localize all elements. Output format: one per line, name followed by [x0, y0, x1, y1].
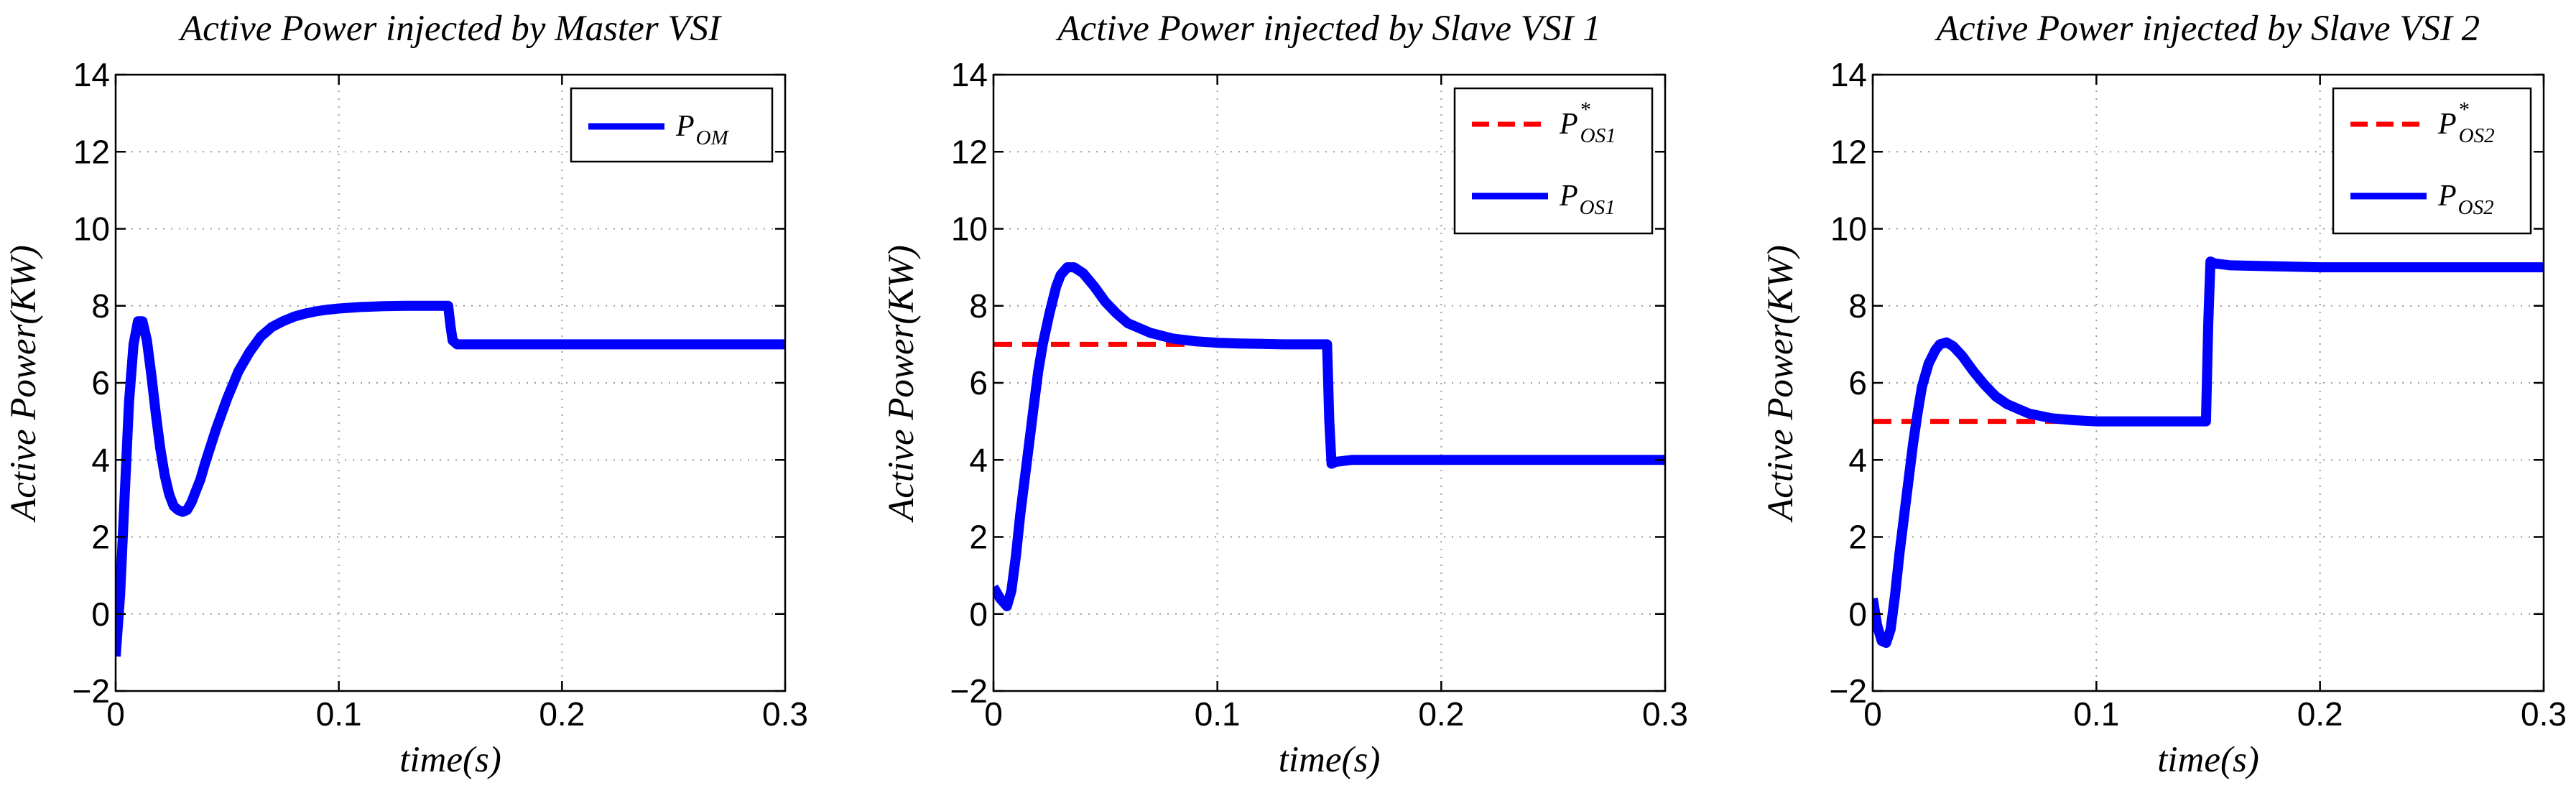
c1-series-p_os1 — [993, 262, 1665, 611]
c2-ytick-label-3: 4 — [1848, 441, 1867, 478]
chart-slave-vsi-2: Active Power injected by Slave VSI 2 0 0.1… — [1761, 9, 2567, 780]
c0-plot-area — [116, 300, 785, 657]
c0-xtick-label-2: 0.2 — [539, 695, 585, 733]
c1-ytick-label-0: −2 — [950, 672, 988, 710]
c0-ytick-label-4: 6 — [91, 364, 110, 402]
c2-ytick-label-6: 10 — [1830, 210, 1867, 248]
c2-plot-area — [1873, 256, 2544, 648]
c0-ytick-label-5: 8 — [91, 287, 110, 325]
c1-ytick-label-1: 0 — [969, 595, 988, 633]
c0-ytick-label-2: 2 — [91, 519, 110, 556]
c1-ytick-label-4: 6 — [969, 364, 988, 402]
c1-plot-area — [993, 262, 1665, 611]
c0-ytick-label-3: 4 — [91, 441, 110, 478]
c2-ytick-label-4: 6 — [1848, 364, 1867, 402]
c2-ytick-label-0: −2 — [1830, 672, 1867, 710]
c1-xtick-label-3: 0.3 — [1642, 695, 1688, 733]
c0-ylabel: Active Power(KW) — [4, 245, 44, 523]
c1-xtick-label-0: 0 — [984, 695, 1003, 733]
c2-ytick-label-1: 0 — [1848, 595, 1867, 633]
c1-xtick-label-1: 0.1 — [1195, 695, 1241, 733]
c1-legend-box — [1453, 87, 1654, 235]
c0-xtick-label-3: 0.3 — [762, 695, 808, 733]
c2-ytick-label-5: 8 — [1848, 287, 1867, 325]
c2-ytick-label-7: 12 — [1830, 133, 1867, 170]
c1-ytick-label-7: 12 — [951, 133, 988, 170]
c2-xtick-label-3: 0.3 — [2521, 695, 2567, 733]
c0-ytick-label-6: 10 — [73, 210, 110, 248]
c1-ytick-label-8: 14 — [951, 56, 988, 93]
c1-xlabel: time(s) — [1279, 740, 1381, 780]
c2-xtick-label-2: 0.2 — [2297, 695, 2343, 733]
c2-legend-label-0: P* OS2 — [2437, 98, 2495, 147]
c1-ytick-label-5: 8 — [969, 287, 988, 325]
c0-series-p_om — [116, 300, 785, 657]
c1-xtick-label-2: 0.2 — [1418, 695, 1464, 733]
c2-ytick-label-2: 2 — [1848, 519, 1867, 556]
c1-title: Active Power injected by Slave VSI 1 — [1055, 9, 1600, 49]
c0-ytick-label-0: −2 — [73, 672, 110, 710]
c2-ylabel: Active Power(KW) — [1761, 245, 1801, 523]
c0-legend: POM — [570, 87, 774, 163]
c1-ylabel: Active Power(KW) — [881, 245, 922, 523]
c0-legend-box — [570, 87, 774, 163]
c2-xlabel: time(s) — [2157, 740, 2259, 780]
c2-legend-box — [2332, 87, 2532, 235]
c1-ytick-label-3: 4 — [969, 441, 988, 478]
c1-ytick-label-2: 2 — [969, 519, 988, 556]
c2-legend-label-1: POS2 — [2437, 180, 2494, 219]
c0-xtick-label-0: 0 — [106, 695, 125, 733]
c1-legend-label-0: P* OS1 — [1559, 98, 1616, 147]
c2-ytick-label-8: 14 — [1830, 56, 1867, 93]
chart-slave-vsi-1: Active Power injected by Slave VSI 1 0 0.1… — [881, 9, 1688, 780]
c2-title: Active Power injected by Slave VSI 2 — [1935, 9, 2480, 49]
c2-series-p_os2 — [1873, 256, 2544, 648]
c0-xlabel: time(s) — [399, 740, 501, 780]
c2-legend: P* OS2 POS2 — [2332, 87, 2532, 235]
chart-master-vsi: Active Power injected by Master VSI 0 0.1 0… — [4, 9, 808, 780]
c1-legend-label-1: POS1 — [1559, 180, 1616, 219]
c1-ytick-label-6: 10 — [951, 210, 988, 248]
c0-xtick-label-1: 0.1 — [316, 695, 362, 733]
c0-ytick-label-7: 12 — [73, 133, 110, 170]
c0-ytick-label-8: 14 — [73, 56, 110, 93]
c0-title: Active Power injected by Master VSI — [178, 9, 722, 49]
c0-ytick-label-1: 0 — [91, 595, 110, 633]
c2-xtick-label-0: 0 — [1863, 695, 1882, 733]
c1-legend: P* OS1 POS1 — [1453, 87, 1654, 235]
c0-legend-label-0: POM — [675, 110, 730, 149]
c2-xtick-label-1: 0.1 — [2073, 695, 2119, 733]
